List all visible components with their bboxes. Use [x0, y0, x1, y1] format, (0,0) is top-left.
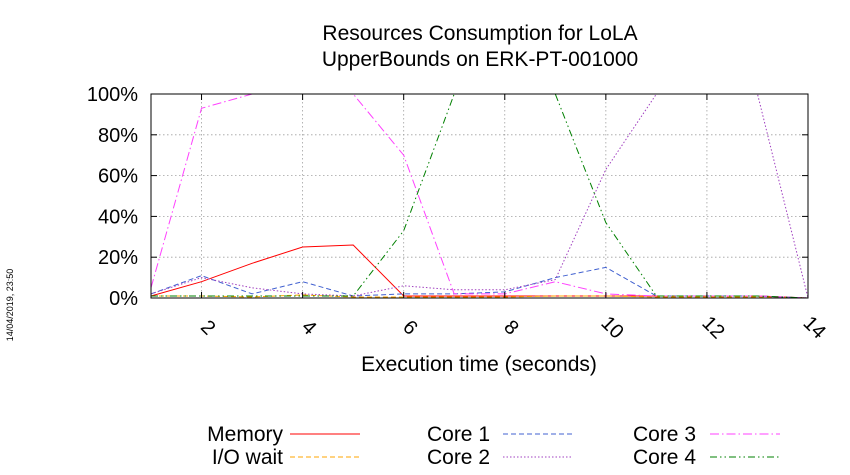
series-line-core-1: [150, 266, 809, 299]
x-axis-label: Execution time (seconds): [361, 353, 597, 376]
x-tick-label: 12: [698, 312, 729, 343]
legend-item: Core 1: [427, 423, 573, 446]
chart-title-line-2: UpperBounds on ERK-PT-001000: [322, 48, 638, 71]
x-tick-label: 14: [799, 312, 830, 343]
legend-item: Memory: [207, 423, 360, 446]
y-tick-label: 100%: [87, 84, 138, 106]
y-tick-label: 40%: [98, 206, 138, 228]
chart-title: Resources Consumption for LoLA UpperBoun…: [322, 22, 638, 71]
series-line-core-2: [150, 93, 809, 299]
y-tick-labels: 0% 20% 40% 60% 80% 100%: [87, 84, 138, 310]
legend-label: Core 1: [427, 423, 490, 446]
x-tick-label: 4: [297, 316, 320, 339]
x-tick-label: 8: [499, 316, 522, 339]
x-tick-label: 10: [596, 312, 627, 343]
legend-item: Core 4: [633, 446, 780, 469]
y-tick-label: 0%: [109, 288, 138, 310]
chart-title-line-1: Resources Consumption for LoLA: [322, 22, 637, 45]
legend-label: Core 2: [427, 446, 490, 469]
ticks: [151, 93, 809, 299]
series-line-i-o-wait: [151, 294, 809, 299]
grid: [151, 93, 809, 299]
legend-item: Core 2: [427, 446, 573, 469]
timestamp: 14/04/2019, 23:50: [5, 269, 15, 342]
x-tick-label: 2: [196, 316, 219, 339]
x-tick-label: 6: [398, 316, 421, 339]
y-tick-label: 20%: [98, 247, 138, 269]
y-tick-label: 80%: [98, 125, 138, 147]
legend-label: Core 3: [633, 423, 696, 446]
plot-frame: [150, 93, 809, 299]
legend-label: I/O wait: [212, 446, 283, 469]
series-line-core-4: [151, 93, 809, 299]
plot-lines: [150, 93, 809, 299]
y-tick-label: 60%: [98, 166, 138, 188]
series-line-core-3: [150, 93, 809, 299]
legend-label: Core 4: [633, 446, 696, 469]
legend-item: I/O wait: [212, 446, 360, 469]
x-tick-labels: 2 4 6 8 10 12 14: [196, 312, 830, 343]
legend-item: Core 3: [633, 423, 780, 446]
legend-label: Memory: [207, 423, 283, 446]
